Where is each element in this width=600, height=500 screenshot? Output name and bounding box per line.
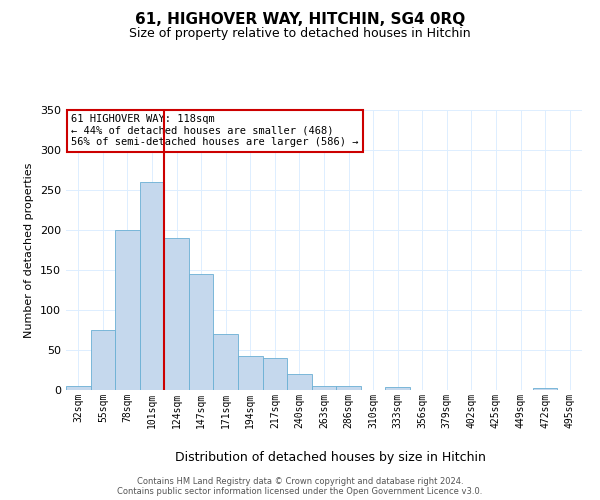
Bar (287, 374, 312, 390)
Bar (238, 356, 263, 390)
Bar (385, 387, 410, 390)
Bar (66, 386, 91, 390)
Text: Contains HM Land Registry data © Crown copyright and database right 2024.: Contains HM Land Registry data © Crown c… (137, 477, 463, 486)
Bar (312, 386, 336, 390)
Text: Distribution of detached houses by size in Hitchin: Distribution of detached houses by size … (175, 451, 485, 464)
Bar (91, 330, 115, 390)
Y-axis label: Number of detached properties: Number of detached properties (25, 162, 34, 338)
Bar (140, 182, 164, 390)
Text: Size of property relative to detached houses in Hitchin: Size of property relative to detached ho… (129, 28, 471, 40)
Bar (214, 334, 238, 390)
Bar (263, 358, 287, 390)
Text: 61, HIGHOVER WAY, HITCHIN, SG4 0RQ: 61, HIGHOVER WAY, HITCHIN, SG4 0RQ (135, 12, 465, 28)
Text: Contains public sector information licensed under the Open Government Licence v3: Contains public sector information licen… (118, 487, 482, 496)
Bar (189, 274, 214, 390)
Bar (115, 230, 140, 390)
Bar (164, 238, 189, 390)
Bar (533, 388, 557, 390)
Bar (336, 386, 361, 390)
Text: 61 HIGHOVER WAY: 118sqm
← 44% of detached houses are smaller (468)
56% of semi-d: 61 HIGHOVER WAY: 118sqm ← 44% of detache… (71, 114, 359, 148)
